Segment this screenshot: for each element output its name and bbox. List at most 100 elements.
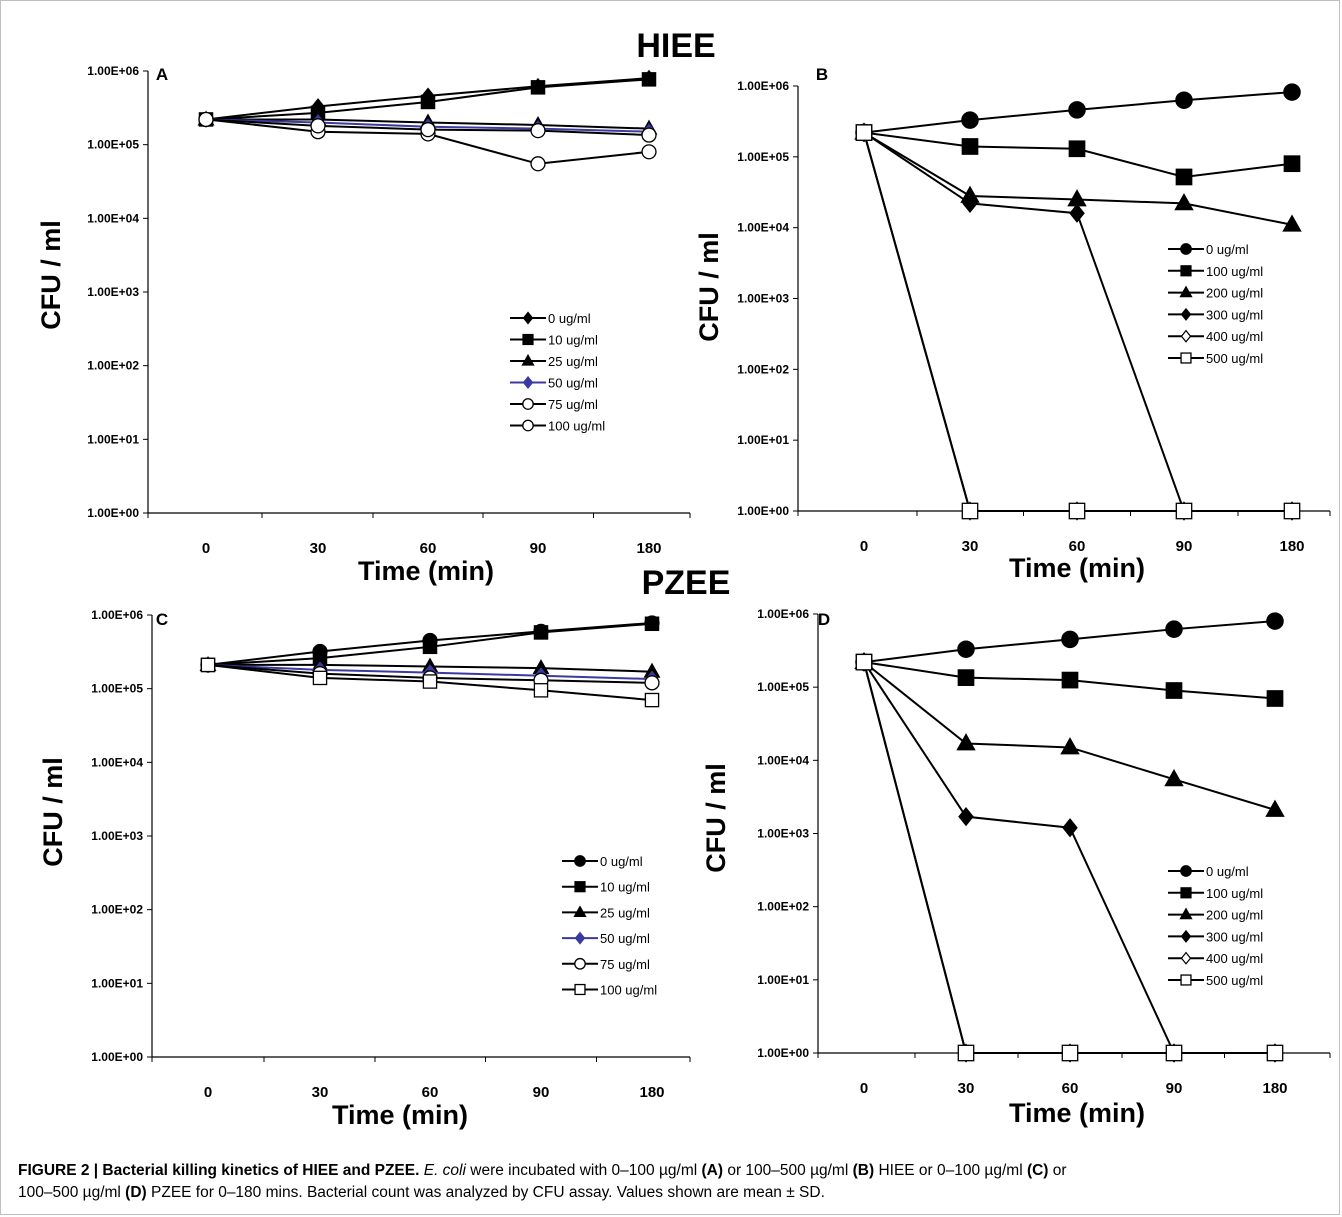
data-point [1266, 1044, 1284, 1062]
legend-label: 0 ug/ml [548, 311, 591, 326]
series-d-5 [856, 652, 1283, 1063]
data-point [530, 123, 546, 139]
y-tick-label-a: 1.00E+02 [87, 359, 139, 373]
y-tick-label-a: 1.00E+05 [87, 138, 139, 152]
data-point [641, 72, 657, 87]
data-point [420, 122, 436, 138]
data-point [1283, 155, 1301, 173]
legend-label: 400 ug/ml [1206, 329, 1263, 344]
data-point [1165, 682, 1183, 699]
legend-marker [521, 353, 535, 366]
x-tick-label-b: 180 [1279, 538, 1304, 555]
x-tick-label-a: 30 [310, 540, 327, 557]
legend-item: 100 ug/ml [1168, 264, 1263, 279]
y-tick-label-d: 1.00E+03 [757, 827, 809, 841]
y-tick-label-b: 1.00E+00 [737, 504, 789, 518]
legend-label: 50 ug/ml [548, 376, 598, 391]
legend-marker [1179, 285, 1193, 298]
legend-item: 75 ug/ml [510, 397, 598, 412]
legend-marker [574, 855, 586, 867]
data-point [644, 616, 660, 632]
legend-marker [1180, 929, 1192, 943]
legend-item: 0 ug/ml [510, 311, 591, 326]
chart-panel-b: 1.00E+00 1.00E+01 1.00E+02 1.00E+03 1.00E+04… [694, 65, 1331, 583]
data-point [533, 625, 549, 640]
y-tick-label-a: 1.00E+04 [87, 211, 139, 225]
legend-label: 0 ug/ml [600, 854, 643, 869]
legend-item: 200 ug/ml [1168, 285, 1263, 301]
legend-item: 400 ug/ml [1168, 329, 1263, 344]
legend-marker [1180, 887, 1192, 899]
y-tick-label-d: 1.00E+06 [757, 607, 809, 621]
series-d-2 [855, 653, 1284, 707]
legend-marker [522, 419, 534, 432]
x-tick-label-b: 90 [1176, 538, 1193, 555]
data-point [855, 653, 873, 671]
series-b-1 [855, 83, 1301, 142]
legend-item: 25 ug/ml [562, 905, 650, 920]
y-tick-label-c: 1.00E+01 [91, 976, 143, 990]
legend-marker [1180, 243, 1192, 255]
x-tick-label-a: 0 [202, 540, 210, 557]
y-tick-label-c: 1.00E+06 [91, 608, 143, 622]
legend-item: 300 ug/ml [1168, 929, 1263, 944]
chart-panel-c: 1.00E+00 1.00E+01 1.00E+02 1.00E+03 1.00E+04… [38, 608, 691, 1130]
legend-item: 100 ug/ml [1168, 886, 1263, 901]
legend-marker [522, 398, 534, 410]
data-point [312, 670, 328, 686]
data-point [956, 733, 976, 751]
caption-label: FIGURE 2 | Bacterial killing kinetics of… [18, 1162, 420, 1179]
legend-item: 300 ug/ml [1168, 307, 1263, 322]
y-axis-title-a: CFU / ml [36, 220, 66, 330]
figure-caption: FIGURE 2 | Bacterial killing kinetics of… [18, 1160, 1318, 1204]
legend-label: 100 ug/ml [1206, 886, 1263, 901]
legend-label: 200 ug/ml [1206, 908, 1263, 923]
series-line [863, 661, 1275, 1054]
legend-label: 500 ug/ml [1206, 351, 1263, 366]
data-point [530, 156, 546, 172]
caption-text-4: or [1048, 1162, 1067, 1179]
legend-item: 500 ug/ml [1168, 351, 1263, 366]
group-title-hiee: HIEE [636, 27, 715, 65]
data-point [1061, 671, 1079, 689]
x-tick-label-c: 180 [639, 1084, 664, 1101]
y-axis-title-c: CFU / ml [38, 757, 68, 867]
legend-label: 10 ug/ml [600, 880, 650, 895]
x-tick-label-b: 60 [1069, 538, 1086, 555]
series-d-4 [856, 652, 1283, 1063]
legend-label: 10 ug/ml [548, 333, 598, 348]
legend-label: 25 ug/ml [600, 905, 650, 920]
data-point [644, 675, 660, 691]
x-tick-label-b: 30 [962, 538, 979, 555]
data-point [1175, 91, 1193, 109]
data-point [1265, 799, 1285, 817]
y-tick-label-a: 1.00E+00 [87, 506, 139, 520]
data-point [420, 94, 436, 110]
data-point [1165, 620, 1183, 638]
data-point [641, 144, 657, 160]
series-b-2 [855, 124, 1301, 186]
x-tick-label-c: 90 [533, 1084, 550, 1101]
y-tick-label-b: 1.00E+02 [737, 362, 789, 376]
data-point [1175, 502, 1193, 520]
data-point [1283, 83, 1301, 101]
data-point [1266, 612, 1284, 630]
data-point [1174, 193, 1194, 211]
legend-marker [1180, 307, 1192, 321]
y-tick-label-c: 1.00E+05 [91, 682, 143, 696]
data-point [855, 124, 873, 141]
data-point [1068, 502, 1086, 520]
legend-label: 500 ug/ml [1206, 973, 1263, 988]
caption-ref-a: (A) [701, 1162, 724, 1179]
series-d-1 [855, 612, 1284, 671]
chart-panel-d: 1.00E+00 1.00E+01 1.00E+02 1.00E+03 1.00E+04… [701, 607, 1331, 1128]
x-tick-label-d: 180 [1262, 1080, 1287, 1097]
legend-b: 0 ug/ml 100 ug/ml 200 ug/ml 300 ug/ml 400 ug… [1168, 242, 1263, 366]
data-point [644, 692, 660, 708]
caption-text-5: 100–500 µg/ml [18, 1184, 126, 1201]
data-point [530, 80, 546, 95]
legend-item: 0 ug/ml [1168, 242, 1249, 257]
data-point [1062, 818, 1078, 838]
legend-item: 0 ug/ml [562, 854, 643, 869]
x-tick-label-a: 180 [636, 540, 661, 557]
